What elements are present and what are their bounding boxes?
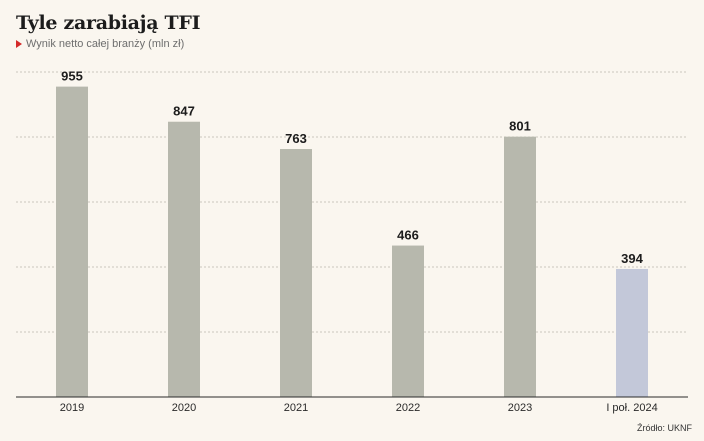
data-label: 394 — [621, 251, 643, 266]
data-label: 801 — [509, 119, 531, 134]
x-tick-label: 2022 — [396, 402, 420, 414]
triangle-marker-icon — [16, 40, 22, 48]
data-label: 847 — [173, 104, 195, 119]
bar-2019 — [56, 86, 88, 397]
x-tick-label: 2021 — [284, 402, 308, 414]
data-label: 955 — [61, 69, 83, 84]
source-note: Źródło: UKNF — [636, 423, 692, 433]
chart-title: Tyle zarabiają TFI — [16, 12, 201, 34]
x-tick-label: 2020 — [172, 402, 196, 414]
x-tick-label: I poł. 2024 — [606, 402, 657, 414]
x-tick-label: 2023 — [508, 402, 532, 414]
bar-i-poł.-2024 — [616, 268, 648, 397]
data-label: 763 — [285, 131, 307, 146]
x-tick-label: 2019 — [60, 402, 84, 414]
subtitle-text: Wynik netto całej branży (mln zł) — [26, 38, 185, 50]
bar-2022 — [392, 245, 424, 397]
bar-2021 — [280, 149, 312, 397]
bar-2023 — [504, 136, 536, 398]
chart-subtitle: Wynik netto całej branży (mln zł) — [16, 38, 184, 50]
bar-2020 — [168, 121, 200, 397]
data-label: 466 — [397, 228, 419, 243]
